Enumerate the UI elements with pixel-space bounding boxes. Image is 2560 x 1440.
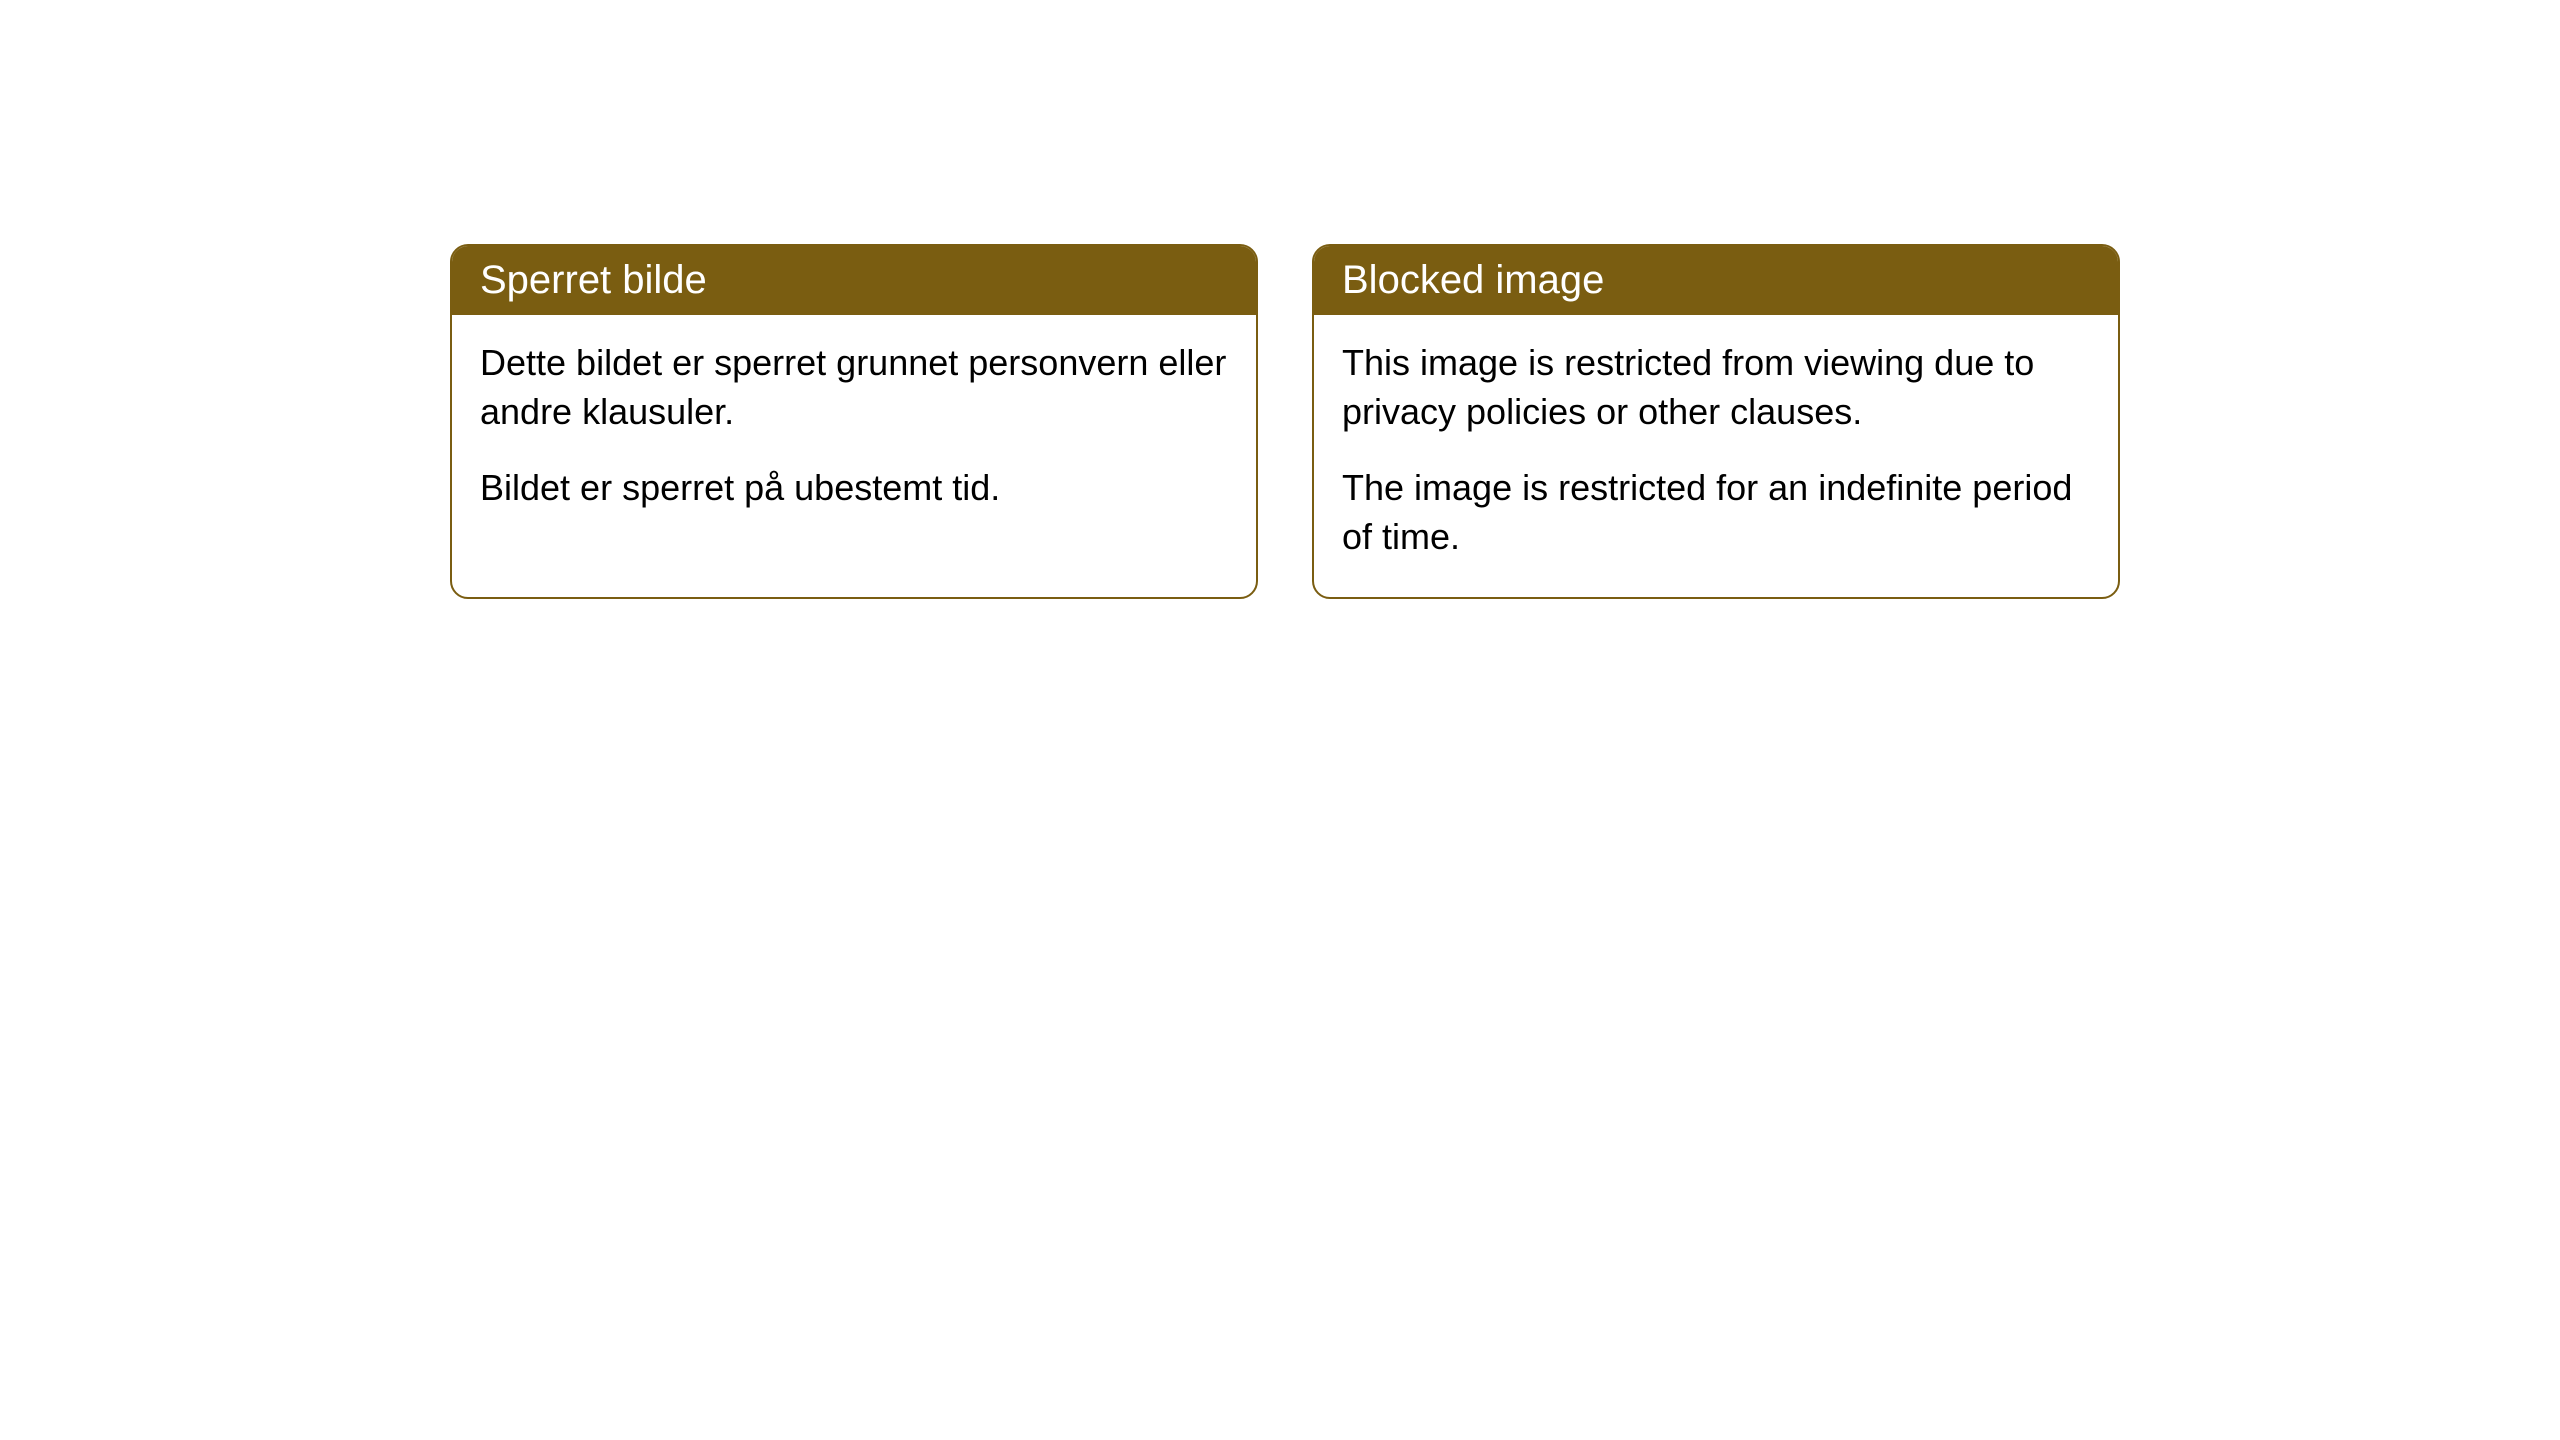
card-body: Dette bildet er sperret grunnet personve…	[452, 315, 1256, 549]
card-paragraph: The image is restricted for an indefinit…	[1342, 464, 2090, 561]
card-paragraph: Bildet er sperret på ubestemt tid.	[480, 464, 1228, 513]
card-paragraph: This image is restricted from viewing du…	[1342, 339, 2090, 436]
card-header: Sperret bilde	[452, 246, 1256, 315]
notice-card-norwegian: Sperret bilde Dette bildet er sperret gr…	[450, 244, 1258, 599]
card-paragraph: Dette bildet er sperret grunnet personve…	[480, 339, 1228, 436]
notice-cards-container: Sperret bilde Dette bildet er sperret gr…	[450, 244, 2120, 599]
card-title: Sperret bilde	[480, 258, 707, 302]
notice-card-english: Blocked image This image is restricted f…	[1312, 244, 2120, 599]
card-header: Blocked image	[1314, 246, 2118, 315]
card-title: Blocked image	[1342, 258, 1604, 302]
card-body: This image is restricted from viewing du…	[1314, 315, 2118, 597]
